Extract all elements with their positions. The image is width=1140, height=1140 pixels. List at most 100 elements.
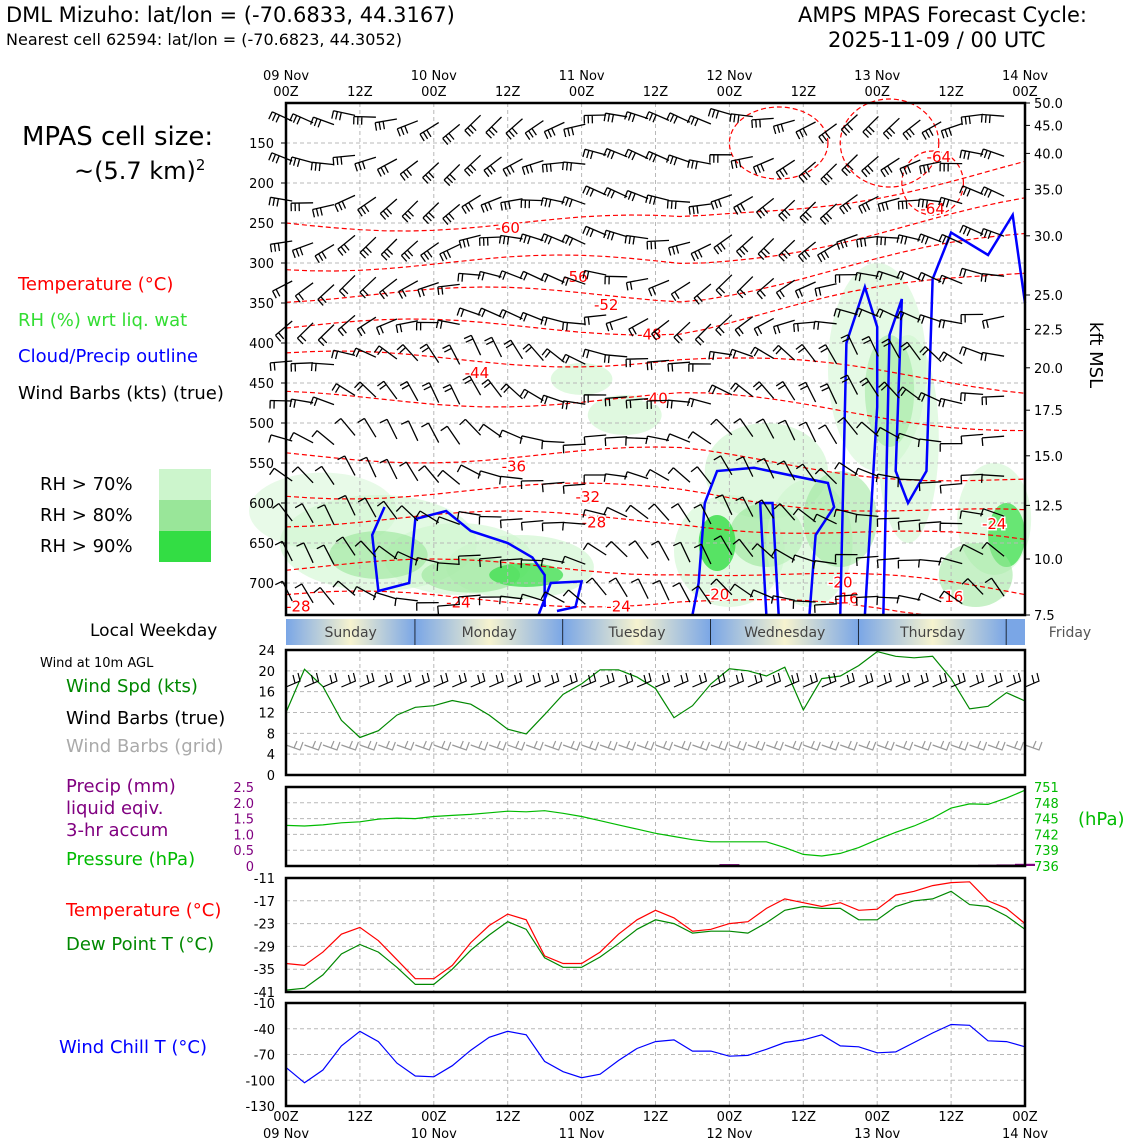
- wind-barb: [625, 357, 649, 368]
- barb-grid: [489, 740, 507, 751]
- barb-grid: [710, 740, 729, 751]
- wind-barb: [419, 343, 440, 363]
- wind-barb: [317, 284, 335, 306]
- wind-barb: [820, 163, 838, 186]
- wind-barb: [772, 344, 796, 361]
- wind-barb: [520, 519, 544, 531]
- barb-grid: [673, 740, 692, 751]
- cloud-outline-1: [537, 580, 584, 616]
- barb-grid: [729, 740, 747, 751]
- wind-barb: [855, 513, 879, 523]
- wind-barb: [919, 161, 942, 175]
- wind-barb: [499, 595, 523, 605]
- wind-barb: [290, 362, 314, 372]
- top-hour-label: 00Z: [273, 85, 299, 100]
- wind-barb: [792, 600, 816, 609]
- cloud-outline-5: [882, 211, 1027, 616]
- wind-barb: [775, 381, 796, 401]
- wind-barb: [691, 585, 712, 605]
- kft-tick-label: 50.0: [1034, 97, 1063, 112]
- kft-tick-label: 35.0: [1034, 183, 1063, 198]
- wind-barb: [519, 311, 544, 322]
- wind-barb: [693, 543, 712, 565]
- wind-barb: [337, 455, 356, 476]
- wind-barb: [918, 481, 942, 492]
- panel-tick-label: -40: [254, 1023, 275, 1038]
- barb-true: [913, 672, 929, 688]
- isotherm-label: -24: [446, 594, 471, 612]
- wind-barb: [938, 351, 963, 365]
- wind-barb: [421, 382, 440, 403]
- cross-frame: [284, 101, 1027, 617]
- panel-tick-label: -23: [254, 918, 275, 933]
- wind-barb: [377, 380, 398, 400]
- wind-barb: [483, 156, 502, 178]
- wind-barb: [400, 240, 419, 262]
- wind-barb: [291, 466, 314, 484]
- wind-barb: [374, 118, 398, 131]
- panel-tick-label: 8: [267, 727, 275, 742]
- barb-grid: [1006, 740, 1025, 751]
- isotherm-28: [285, 510, 1026, 540]
- kft-tick-label: 25.0: [1034, 289, 1063, 304]
- wind-barb: [359, 236, 377, 259]
- wind-barb: [839, 194, 858, 215]
- p-tick-label: 150: [249, 137, 274, 152]
- p-tick-label: 300: [249, 257, 274, 272]
- model-title: AMPS MPAS Forecast Cycle:: [798, 3, 1087, 27]
- wind-barb: [498, 429, 523, 440]
- wind-barb: [335, 536, 356, 556]
- wind-barb: [938, 397, 963, 408]
- barb-grid: [525, 740, 544, 751]
- wind-barb: [478, 596, 502, 606]
- bottom-date-label: 13 Nov: [854, 1127, 900, 1140]
- wind-barb: [418, 465, 440, 484]
- wind-barb: [862, 115, 879, 139]
- wind-barb: [791, 554, 816, 563]
- wind-barb: [561, 196, 586, 208]
- windspd-legend: Wind Spd (kts): [66, 676, 198, 697]
- wind-barb: [694, 323, 712, 346]
- wind-barb: [854, 307, 879, 318]
- wind-barb: [751, 543, 775, 559]
- wind-barb: [812, 513, 837, 525]
- barb-true: [359, 672, 375, 688]
- isotherm-32: [285, 482, 1026, 512]
- wind-barb: [753, 317, 775, 337]
- wind-barb: [393, 551, 419, 562]
- precip-tick-label: 2.0: [233, 797, 254, 812]
- rh80-label: RH > 80%: [40, 505, 133, 526]
- wind-barb: [520, 199, 544, 209]
- wind-barb: [877, 197, 900, 212]
- wind-barb: [272, 280, 293, 299]
- wind-barb: [561, 353, 586, 365]
- wind-barb: [754, 499, 775, 519]
- wind-barb: [708, 384, 733, 396]
- wind-barb: [688, 363, 711, 372]
- rh70-label: RH > 70%: [40, 474, 133, 495]
- wind-barb: [919, 346, 942, 363]
- legend-barbs: Wind Barbs (kts) (true): [18, 383, 224, 404]
- bottom-date-label: 10 Nov: [411, 1127, 457, 1140]
- isotherm-label: -28: [582, 514, 607, 532]
- wind-barb: [859, 377, 879, 397]
- wind-barb: [309, 396, 335, 407]
- isotherm-label: -44: [465, 364, 490, 382]
- wind-barb: [938, 590, 963, 605]
- barb-true: [803, 672, 819, 688]
- wind-barb: [442, 123, 461, 146]
- dewpoint-legend: Dew Point T (°C): [66, 934, 215, 955]
- wind-barb: [751, 117, 774, 128]
- wind-barb: [561, 400, 586, 410]
- top-hour-label: 12Z: [643, 85, 669, 100]
- wind-barb: [818, 344, 838, 365]
- barb-grid: [932, 740, 951, 751]
- wind-barb: [477, 470, 502, 479]
- wind-barb: [485, 116, 502, 139]
- wind-barb: [398, 280, 419, 299]
- wind-barb: [756, 457, 775, 479]
- wind-barb: [520, 479, 544, 490]
- wind-barb: [984, 577, 1005, 597]
- wind-barb: [317, 324, 335, 347]
